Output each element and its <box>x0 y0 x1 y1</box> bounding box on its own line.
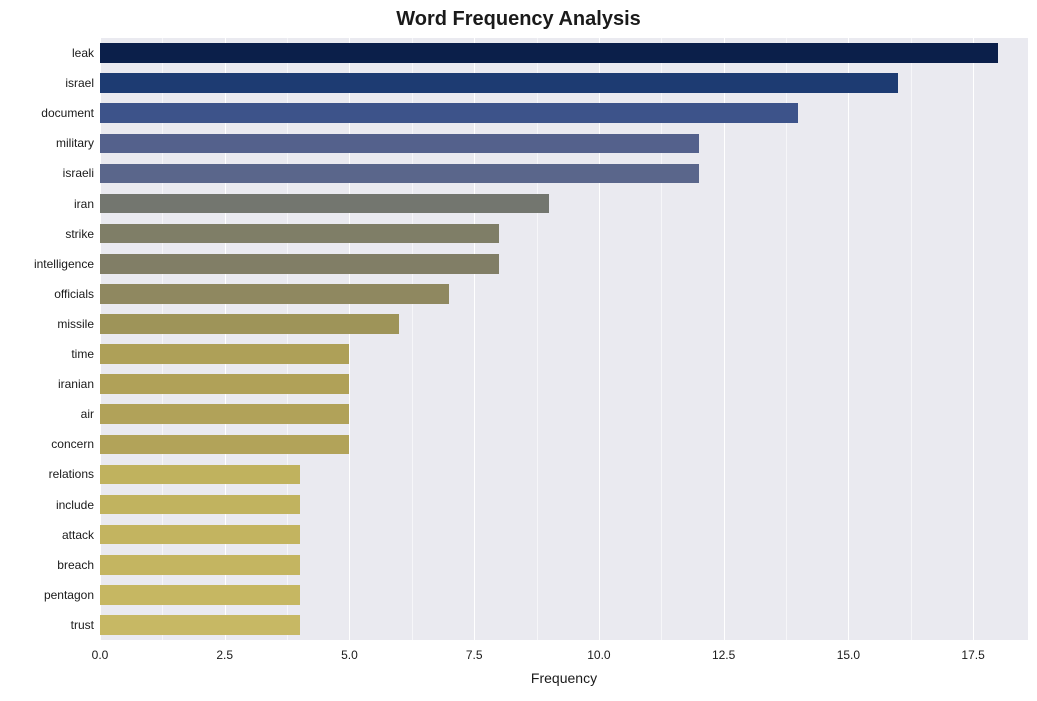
grid-major <box>599 38 600 640</box>
y-tick-label: document <box>41 106 94 120</box>
grid-minor <box>661 38 662 640</box>
bar <box>100 194 549 214</box>
y-tick-label: time <box>71 347 94 361</box>
bar <box>100 555 300 575</box>
y-tick-label: iran <box>74 197 94 211</box>
bar <box>100 615 300 635</box>
chart-container: Word Frequency Analysis leak israel docume… <box>0 0 1037 701</box>
bar <box>100 435 349 455</box>
grid-major <box>848 38 849 640</box>
bar <box>100 465 300 485</box>
grid-minor <box>786 38 787 640</box>
chart-title: Word Frequency Analysis <box>0 8 1037 31</box>
grid-minor <box>911 38 912 640</box>
bar <box>100 404 349 424</box>
bar <box>100 314 399 334</box>
y-tick-label: include <box>56 498 94 512</box>
grid-minor <box>412 38 413 640</box>
y-tick-label: iranian <box>58 377 94 391</box>
y-tick-label: pentagon <box>44 588 94 602</box>
y-tick-label: israel <box>65 76 94 90</box>
grid-major <box>474 38 475 640</box>
y-tick-label: relations <box>49 467 94 481</box>
bar <box>100 103 798 123</box>
x-tick-label: 10.0 <box>587 648 610 662</box>
bar <box>100 134 699 154</box>
plot-area <box>100 38 1028 640</box>
y-tick-label: military <box>56 136 94 150</box>
y-tick-label: concern <box>51 437 94 451</box>
x-tick-label: 2.5 <box>216 648 233 662</box>
y-tick-label: leak <box>72 46 94 60</box>
bar <box>100 164 699 184</box>
bar <box>100 224 499 244</box>
grid-minor <box>162 38 163 640</box>
y-tick-label: israeli <box>63 166 94 180</box>
grid-minor <box>537 38 538 640</box>
y-tick-label: air <box>81 407 94 421</box>
x-tick-label: 17.5 <box>961 648 984 662</box>
grid-major <box>225 38 226 640</box>
x-tick-label: 5.0 <box>341 648 358 662</box>
bar <box>100 495 300 515</box>
grid-major <box>100 38 101 640</box>
grid-minor <box>287 38 288 640</box>
x-axis-title: Frequency <box>100 670 1028 686</box>
bar <box>100 344 349 364</box>
y-tick-label: trust <box>71 618 94 632</box>
bar <box>100 254 499 274</box>
bar <box>100 43 998 63</box>
bar <box>100 525 300 545</box>
y-tick-label: attack <box>62 528 94 542</box>
x-tick-label: 12.5 <box>712 648 735 662</box>
y-tick-label: intelligence <box>34 257 94 271</box>
y-tick-label: breach <box>57 558 94 572</box>
bar <box>100 284 449 304</box>
grid-major <box>973 38 974 640</box>
bar <box>100 585 300 605</box>
x-tick-label: 15.0 <box>837 648 860 662</box>
y-tick-label: missile <box>57 317 94 331</box>
x-tick-label: 7.5 <box>466 648 483 662</box>
bar <box>100 73 898 93</box>
y-tick-label: strike <box>65 227 94 241</box>
x-tick-label: 0.0 <box>92 648 109 662</box>
y-tick-label: officials <box>54 287 94 301</box>
grid-major <box>724 38 725 640</box>
grid-major <box>349 38 350 640</box>
bar <box>100 374 349 394</box>
